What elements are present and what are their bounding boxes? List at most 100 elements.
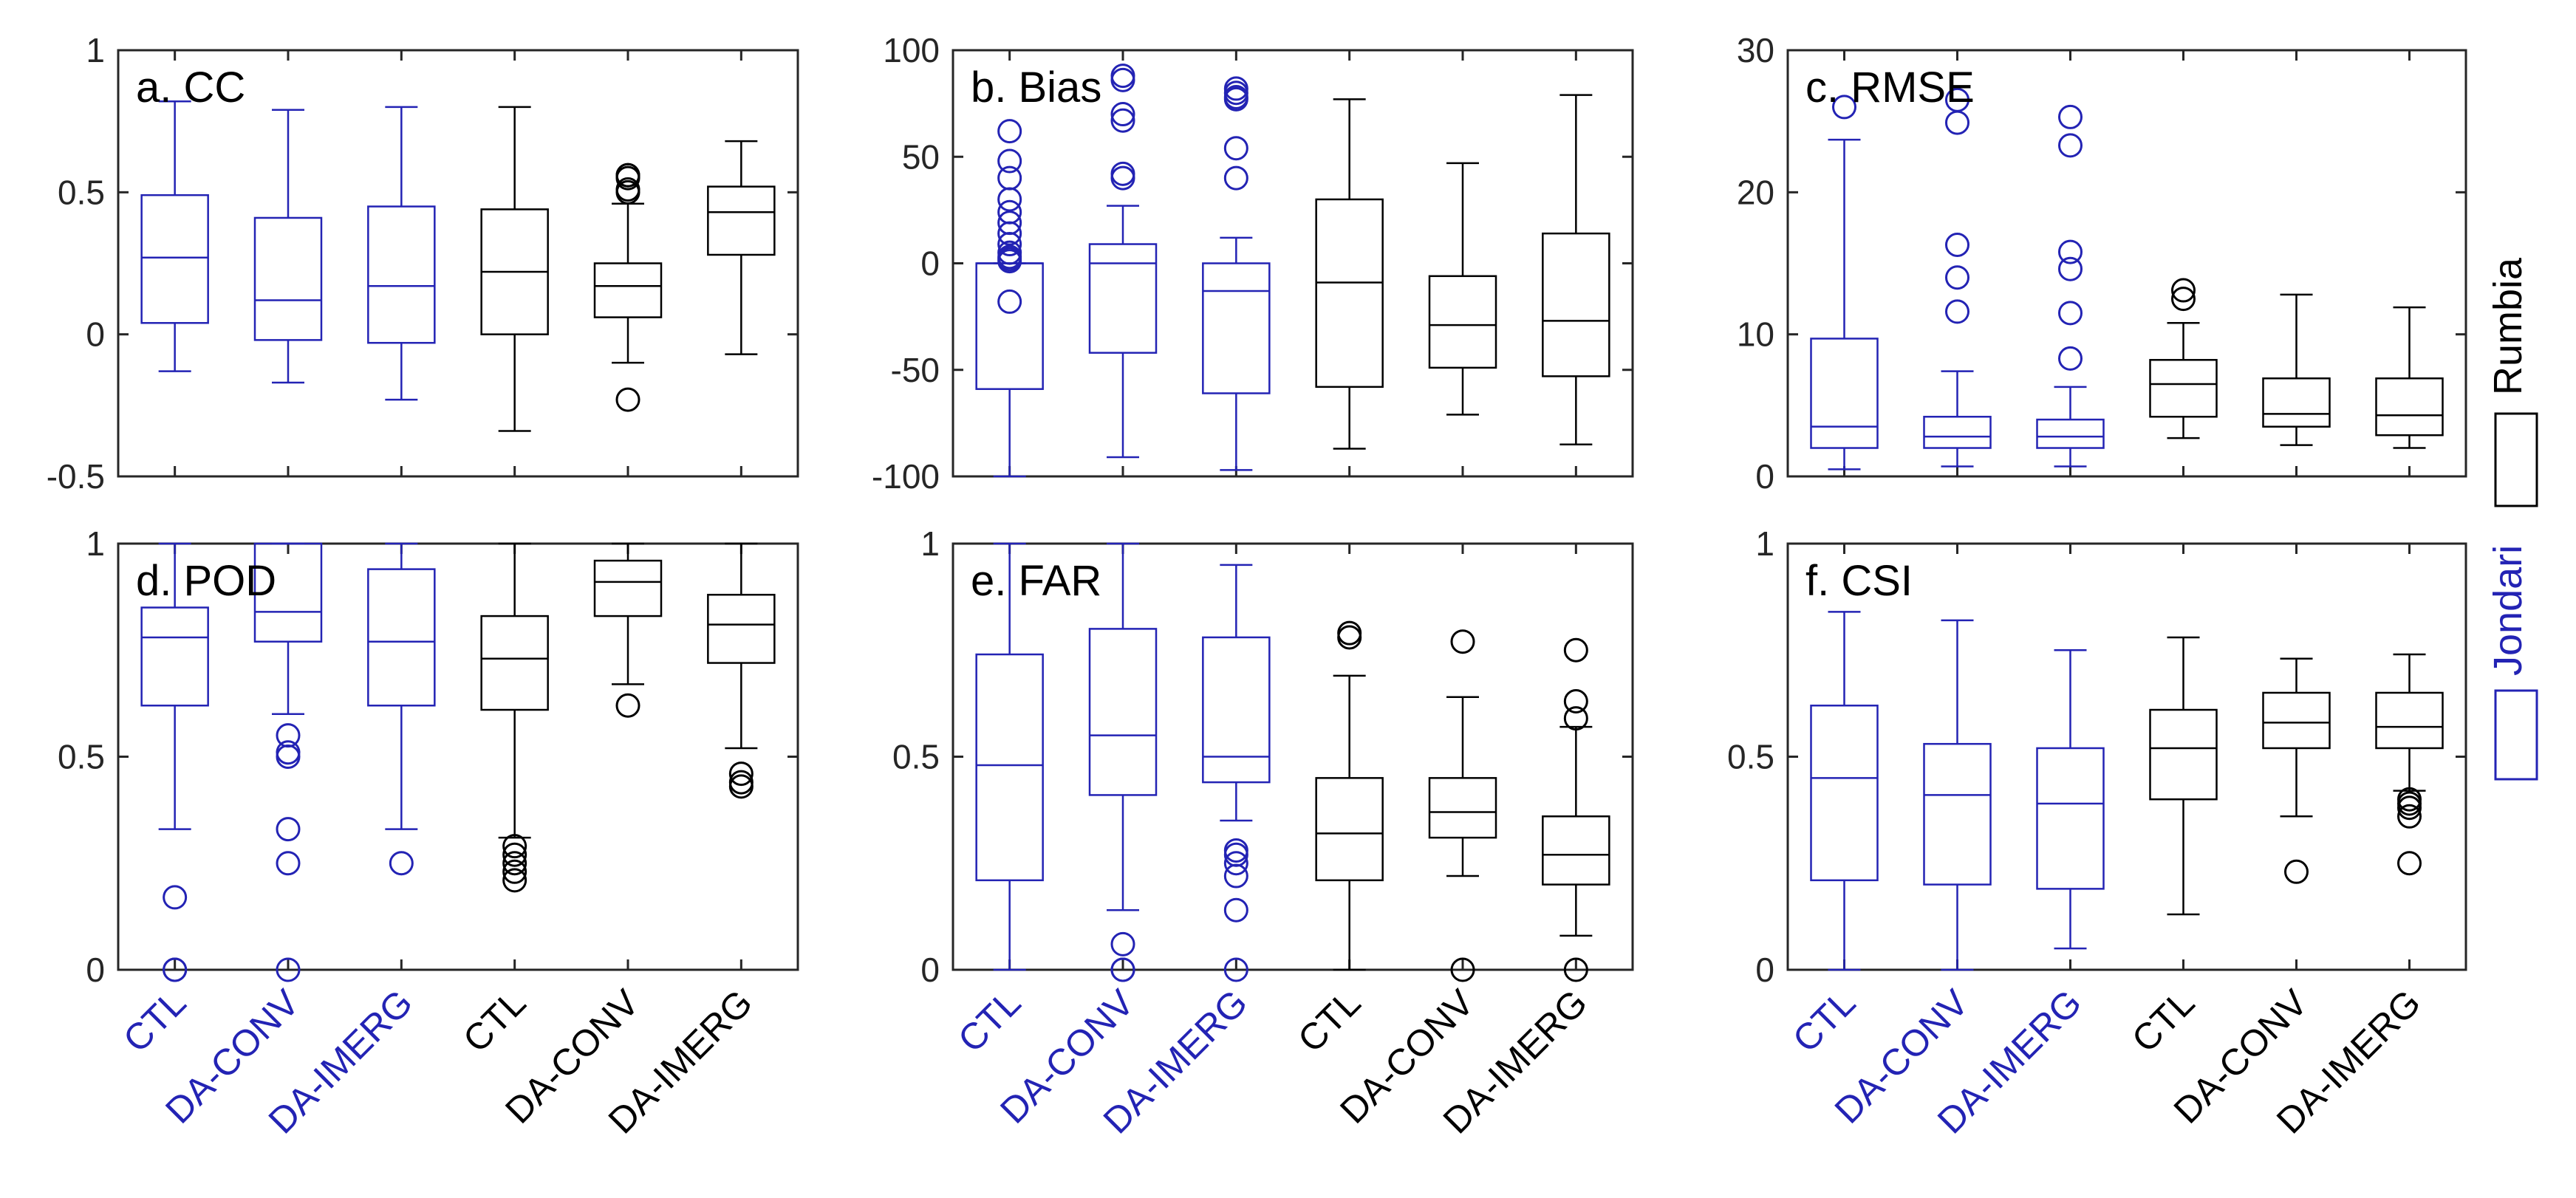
plot-frame — [1786, 542, 2467, 971]
box-iqr — [1542, 232, 1610, 377]
outlier-point — [1110, 108, 1135, 133]
y-tick-label: 0.5 — [892, 738, 940, 776]
outlier-point — [1563, 957, 1588, 982]
outlier-point — [1563, 706, 1588, 731]
outlier-point — [2397, 795, 2422, 821]
outlier-point — [1223, 851, 1248, 876]
box-rumbia-ctl — [1315, 98, 1384, 450]
outlier-point — [502, 868, 527, 893]
y-tick-label: 0.5 — [1727, 738, 1774, 776]
box-rumbia-da-imerg — [2375, 653, 2444, 876]
x-category-label: CTL — [455, 982, 533, 1060]
plot-frame — [117, 542, 799, 971]
legend-label-jondari: Jondari — [2486, 545, 2530, 676]
box-jondari-da-imerg — [367, 542, 436, 876]
outlier-point — [2284, 859, 2309, 884]
outlier-point — [997, 199, 1022, 225]
outlier-point — [1110, 931, 1135, 956]
y-tick-label: 0 — [920, 244, 940, 283]
box-rumbia-da-conv — [2262, 293, 2331, 446]
box-rumbia-ctl — [1315, 620, 1384, 971]
outlier-point — [163, 957, 188, 982]
outlier-point — [1945, 299, 1969, 324]
box-jondari-da-imerg — [2036, 104, 2105, 468]
outlier-point — [2058, 104, 2083, 129]
box-iqr — [1923, 742, 1992, 886]
legend-swatch-rumbia — [2494, 412, 2538, 507]
panel-title: b. Bias — [971, 64, 1101, 112]
y-tick-label: 0.5 — [58, 173, 105, 211]
box-rumbia-da-imerg — [1542, 94, 1610, 445]
outlier-point — [997, 119, 1022, 144]
box-iqr — [975, 653, 1044, 882]
outlier-point — [2058, 301, 2083, 326]
panel-2: -100 -50 0 50 100 b. Bias — [872, 31, 1634, 496]
outlier-point — [1945, 265, 1969, 290]
outlier-point — [1223, 136, 1248, 161]
box-iqr — [253, 542, 323, 643]
y-tick-label: -100 — [872, 457, 940, 496]
box-rumbia-da-imerg — [707, 542, 776, 799]
box-jondari-da-imerg — [1202, 76, 1271, 471]
outlier-point — [502, 842, 527, 867]
y-tick-label: 10 — [1737, 315, 1774, 354]
box-jondari-ctl — [1810, 611, 1879, 971]
y-tick-label: 0 — [1755, 951, 1774, 989]
outlier-point — [1450, 957, 1475, 982]
x-category-label: CTL — [950, 982, 1028, 1060]
x-category-label: CTL — [1290, 982, 1368, 1060]
box-iqr — [1428, 275, 1497, 369]
outlier-point — [2171, 287, 2196, 312]
y-tick-label: 1 — [86, 31, 105, 69]
panel-title: c. RMSE — [1805, 64, 1975, 112]
outlier-point — [2058, 346, 2083, 371]
box-jondari-ctl — [1810, 95, 1879, 470]
box-rumbia-da-imerg — [1542, 637, 1610, 982]
box-jondari-da-conv — [1923, 619, 1992, 971]
box-iqr — [2375, 377, 2444, 437]
box-jondari-da-conv — [1923, 87, 1992, 468]
outlier-point — [1110, 161, 1135, 186]
legend-swatch-jondari — [2494, 689, 2538, 781]
box-iqr — [1315, 777, 1384, 882]
box-rumbia-da-conv — [1428, 629, 1497, 982]
panel-title: e. FAR — [971, 557, 1101, 605]
plot-frame — [117, 49, 799, 478]
outlier-point — [276, 745, 301, 769]
box-iqr — [1923, 415, 1992, 449]
outlier-point — [1832, 95, 1856, 120]
outlier-point — [1450, 629, 1475, 654]
outlier-point — [502, 834, 527, 859]
panel-title: f. CSI — [1805, 557, 1913, 605]
y-tick-label: 1 — [1755, 524, 1774, 563]
outlier-point — [1223, 863, 1248, 889]
panel-title: a. CC — [136, 64, 245, 112]
box-iqr — [2036, 418, 2105, 449]
y-tick-label: 20 — [1737, 173, 1774, 211]
box-jondari-da-imerg — [2036, 649, 2105, 950]
y-tick-label: 100 — [883, 31, 940, 69]
box-iqr — [2036, 747, 2105, 890]
outlier-point — [615, 162, 640, 188]
outlier-point — [997, 148, 1022, 174]
y-tick-label: 1 — [86, 524, 105, 563]
outlier-point — [2171, 278, 2196, 303]
box-iqr — [480, 615, 549, 711]
box-jondari-da-conv — [1088, 64, 1158, 459]
box-rumbia-ctl — [2149, 278, 2218, 439]
outlier-point — [389, 851, 414, 876]
box-iqr — [2149, 359, 2218, 418]
box-rumbia-da-conv — [1428, 162, 1497, 416]
box-iqr — [1810, 338, 1879, 449]
outlier-point — [728, 761, 754, 787]
box-iqr — [707, 593, 776, 664]
box-rumbia-da-conv — [2262, 657, 2331, 884]
legend: Rumbia Jondari — [2486, 257, 2538, 781]
box-iqr — [1315, 198, 1384, 389]
y-tick-label: 0 — [86, 315, 105, 354]
outlier-point — [997, 210, 1022, 236]
